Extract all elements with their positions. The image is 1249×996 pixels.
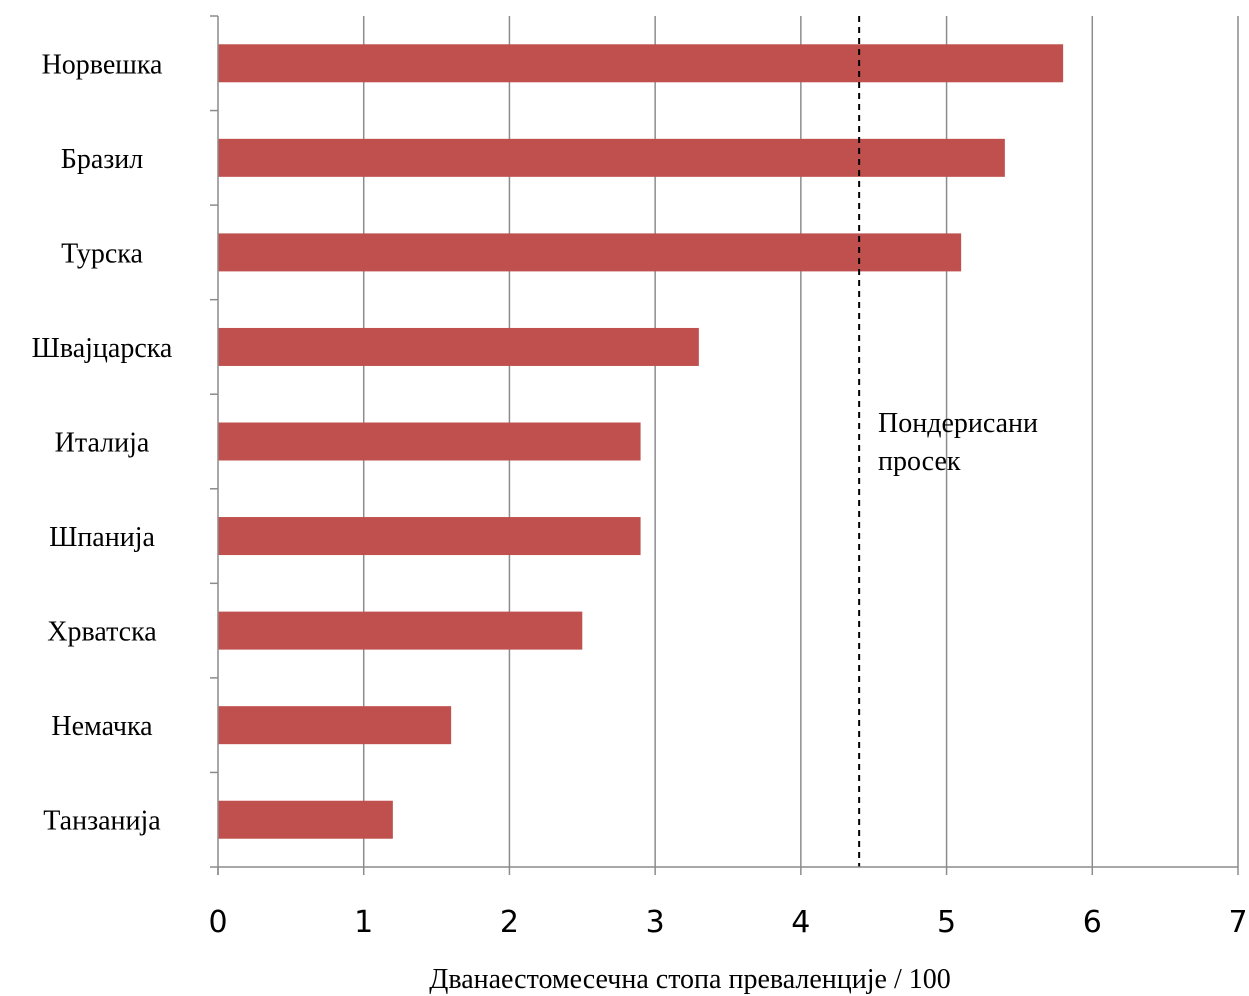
category-label: Швајцарска — [32, 333, 173, 364]
category-labels: Норвешка Бразил Турска Швајцарска Италија Шпа… — [32, 49, 173, 836]
axes — [210, 15, 1239, 875]
reference-line-label: Пондерисани — [878, 408, 1038, 439]
category-label: Немачка — [51, 711, 153, 742]
x-tick-label: 4 — [791, 905, 810, 940]
category-label: Хрватска — [47, 617, 157, 648]
x-tick-label: 2 — [500, 905, 519, 940]
bar — [218, 44, 1064, 83]
bar — [218, 233, 962, 272]
x-tick-label: 6 — [1083, 905, 1102, 940]
category-label: Шпанија — [49, 522, 155, 553]
bar — [218, 138, 1005, 177]
bars — [218, 44, 1064, 839]
tick-labels: 0 1 2 3 4 5 6 7 — [208, 905, 1247, 940]
bar — [218, 611, 583, 650]
bar — [218, 800, 393, 839]
x-tick-label: 7 — [1228, 905, 1247, 940]
bar — [218, 517, 641, 556]
x-tick-label: 5 — [937, 905, 956, 940]
reference-line-group: Пондерисани просек — [858, 16, 1038, 867]
reference-line-label: просек — [878, 446, 961, 477]
x-tick-label: 3 — [646, 905, 665, 940]
category-label: Турска — [61, 238, 143, 269]
category-label: Италија — [55, 428, 150, 459]
bar — [218, 327, 699, 366]
bar — [218, 422, 641, 461]
category-label: Бразил — [61, 144, 144, 175]
category-label: Танзанија — [43, 806, 161, 837]
category-label: Норвешка — [42, 49, 163, 80]
x-tick-label: 0 — [208, 905, 227, 940]
x-tick-label: 1 — [354, 905, 373, 940]
x-axis-title: Дванаестомесечна стопа преваленције / 10… — [429, 964, 951, 995]
bar — [218, 706, 452, 745]
